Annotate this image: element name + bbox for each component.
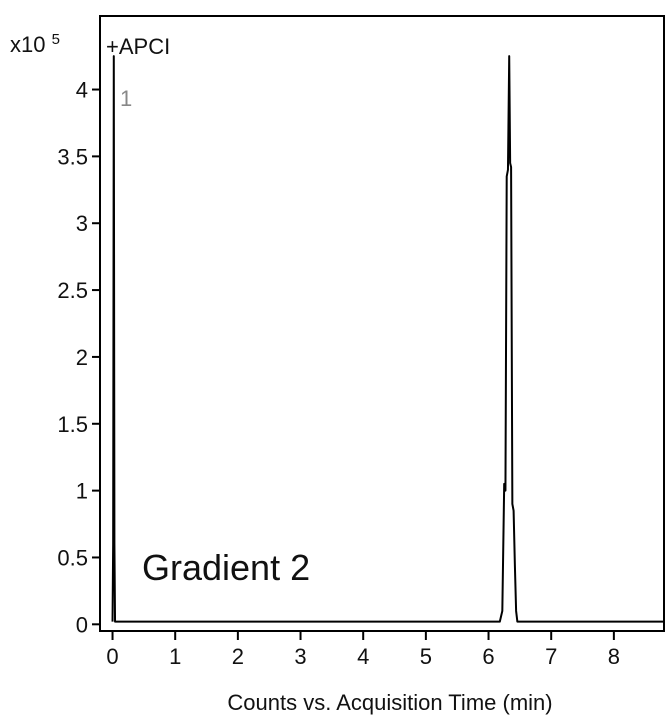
x-tick-label: 3 — [294, 644, 306, 669]
x-tick-label: 4 — [357, 644, 369, 669]
y-tick-label: 1 — [76, 479, 88, 504]
x-tick-label: 0 — [106, 644, 118, 669]
x-tick-label: 6 — [482, 644, 494, 669]
scale-label: x10 5 — [10, 31, 60, 57]
trace-label: 1 — [120, 86, 132, 111]
x-tick-label: 2 — [232, 644, 244, 669]
series-layer — [111, 55, 664, 623]
x-tick-label: 5 — [420, 644, 432, 669]
y-tick-label: 1.5 — [57, 412, 88, 437]
y-tick-label: 3.5 — [57, 144, 88, 169]
plot-frame — [99, 15, 665, 632]
mode-label: +APCI — [106, 34, 170, 59]
x-axis-label: Counts vs. Acquisition Time (min) — [227, 690, 552, 715]
y-tick-label: 0.5 — [57, 545, 88, 570]
series-line — [111, 55, 664, 623]
x-tick-label: 8 — [608, 644, 620, 669]
y-axis-ticks: 0 0.5 1 1.5 2 2.5 3 3.5 4 — [57, 78, 100, 637]
y-tick-label: 4 — [76, 78, 88, 103]
x-tick-label: 7 — [545, 644, 557, 669]
x-tick-label: 1 — [169, 644, 181, 669]
y-tick-label: 3 — [76, 211, 88, 236]
y-tick-label: 2.5 — [57, 278, 88, 303]
gradient-annotation: Gradient 2 — [142, 547, 310, 588]
x-axis-ticks: 0 1 2 3 4 5 6 7 8 — [106, 631, 620, 669]
y-tick-label: 0 — [76, 612, 88, 637]
y-tick-label: 2 — [76, 345, 88, 370]
